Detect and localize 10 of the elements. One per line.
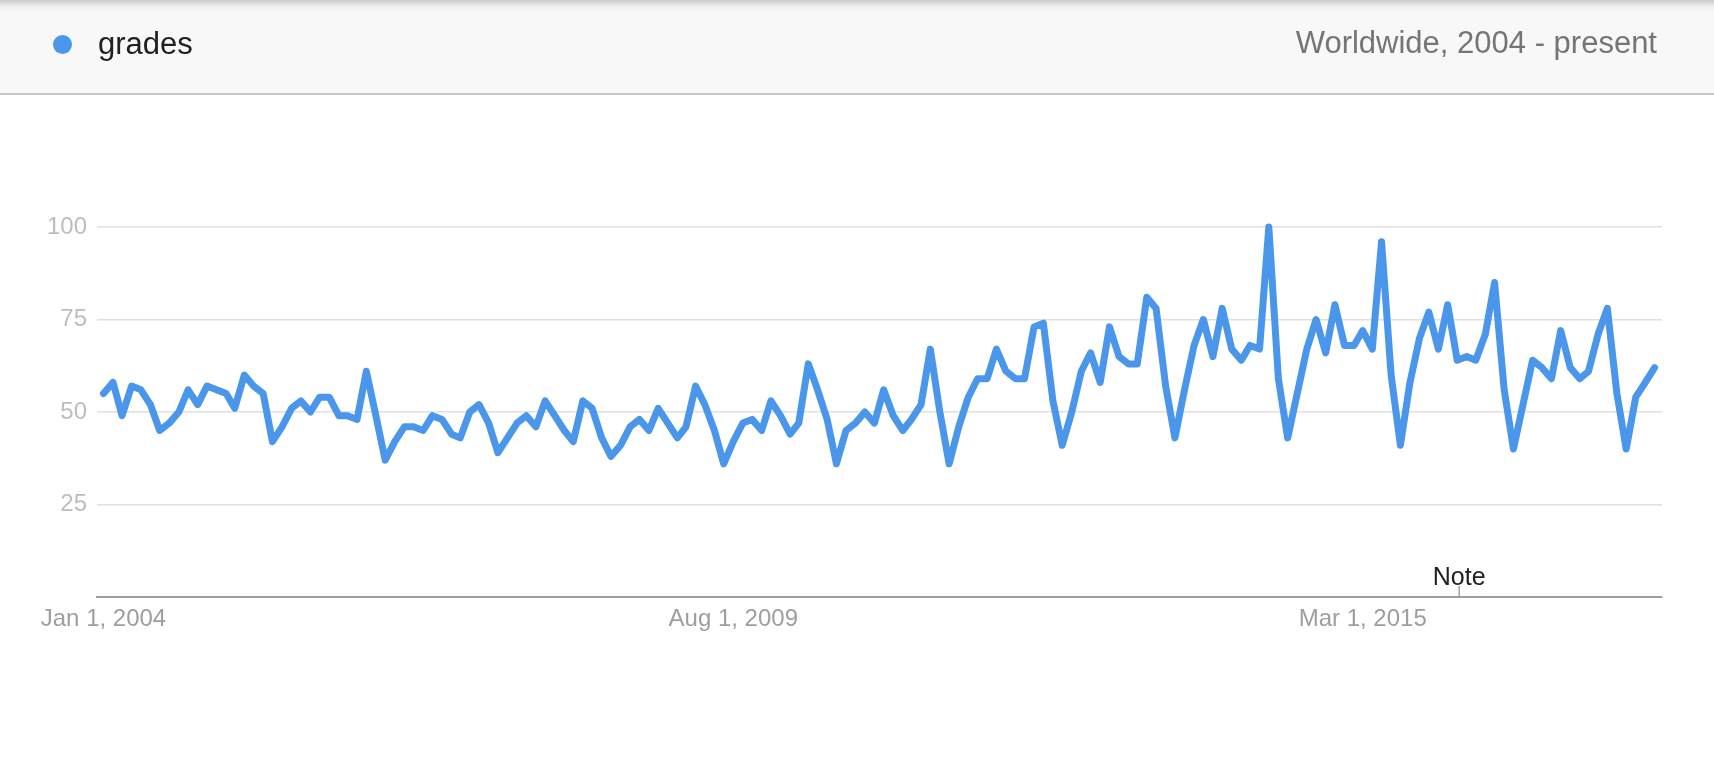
annotation: Note — [1432, 562, 1486, 590]
legend-label: grades — [98, 26, 193, 62]
x-tick-label: Aug 1, 2009 — [668, 604, 798, 632]
y-tick-label: 100 — [46, 211, 87, 239]
x-tick-label: Mar 1, 2015 — [1298, 604, 1427, 632]
chart-subtitle: Worldwide, 2004 - present — [1295, 25, 1657, 61]
y-tick-label: 50 — [60, 396, 87, 424]
y-tick-label: 25 — [60, 489, 87, 517]
y-tick-label: 75 — [60, 304, 87, 332]
x-tick-label: Jan 1, 2004 — [40, 604, 167, 632]
